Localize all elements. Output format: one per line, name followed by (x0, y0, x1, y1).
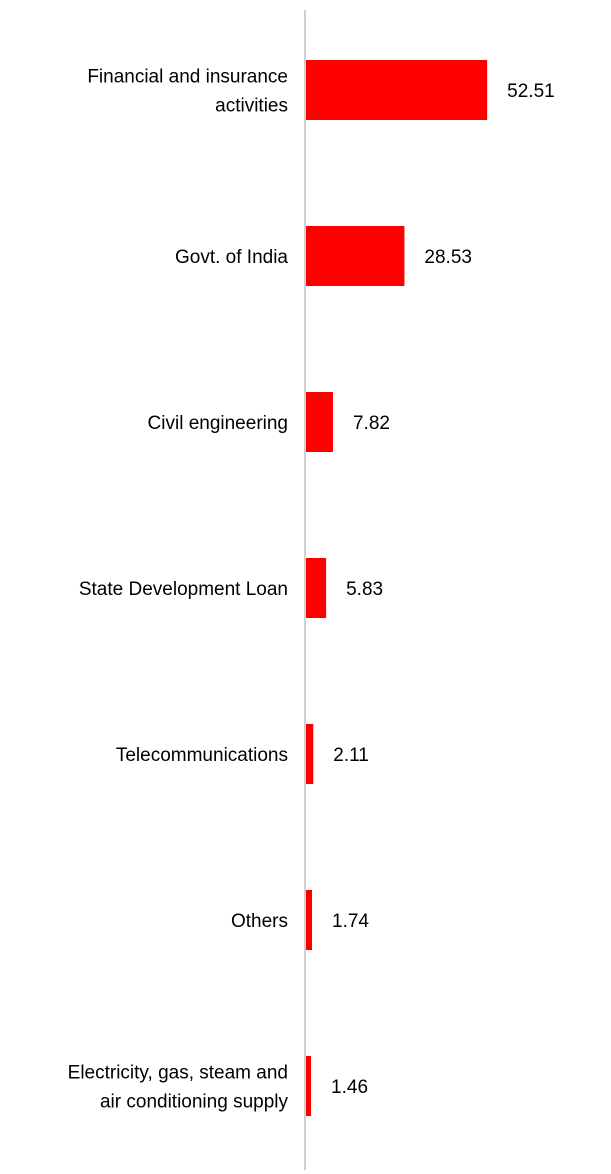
category-label-line: Telecommunications (116, 745, 288, 766)
bar-5 (306, 890, 313, 950)
category-label-line: State Development Loan (79, 579, 288, 600)
category-label-5: Others (231, 911, 288, 932)
value-label-5: 1.74 (332, 911, 369, 932)
category-label-2: Civil engineering (148, 413, 288, 434)
category-label-line: air conditioning supply (100, 1092, 289, 1113)
category-label-0: Financial and insurance activities (87, 67, 288, 117)
value-label-3: 5.83 (346, 579, 383, 600)
category-label-line: activities (215, 96, 288, 117)
category-label-line: Civil engineering (148, 413, 288, 434)
value-label-2: 7.82 (353, 413, 390, 434)
value-labels-group: 52.51 28.53 7.82 5.83 2.11 1.74 1.46 (331, 81, 555, 1098)
category-label-line: Electricity, gas, steam and (68, 1063, 288, 1084)
category-label-line: Govt. of India (175, 247, 288, 268)
bar-0 (306, 60, 488, 120)
bar-3 (306, 558, 327, 618)
bar-1 (306, 226, 405, 286)
category-label-6: Electricity, gas, steam and air condition… (68, 1063, 289, 1113)
category-labels-group: Financial and insurance activities Govt. o… (68, 67, 289, 1113)
category-label-4: Telecommunications (116, 745, 288, 766)
bar-4 (306, 724, 314, 784)
category-label-line: Others (231, 911, 288, 932)
value-label-0: 52.51 (507, 81, 555, 102)
value-label-4: 2.11 (333, 745, 369, 766)
category-label-3: State Development Loan (79, 579, 288, 600)
bar-2 (306, 392, 333, 452)
bars-group (306, 60, 488, 1116)
category-label-1: Govt. of India (175, 247, 288, 268)
value-label-1: 28.53 (424, 247, 472, 268)
bar-6 (306, 1056, 312, 1116)
category-label-line: Financial and insurance (87, 67, 288, 88)
value-label-6: 1.46 (331, 1077, 368, 1098)
